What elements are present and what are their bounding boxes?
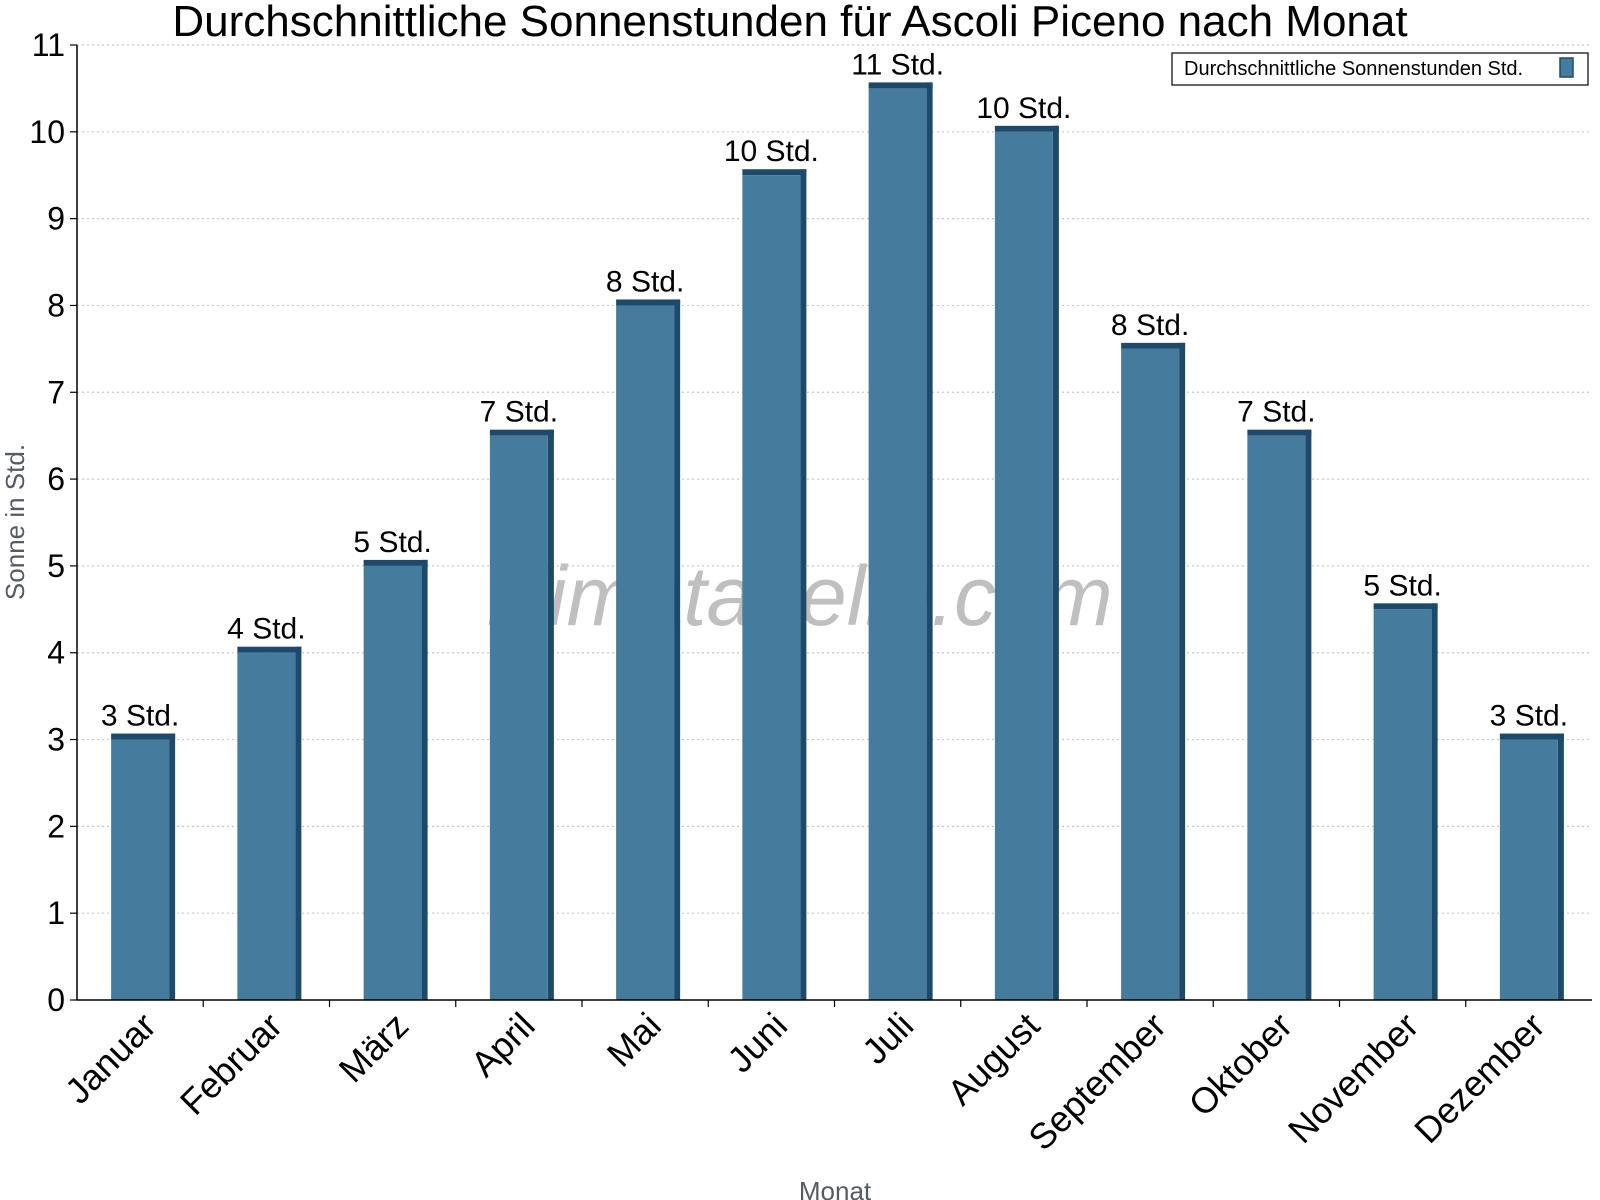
x-tick-label: Dezember — [1406, 1005, 1552, 1151]
data-label: 11 Std. — [851, 48, 944, 81]
y-tick-label: 3 — [47, 722, 65, 758]
bar — [742, 169, 807, 1000]
bar — [1373, 603, 1438, 1000]
data-labels: 3 Std. 4 Std. 5 Std. 7 Std. 8 Std. 10 Std. 11 … — [101, 48, 1568, 732]
y-tick-label: 1 — [47, 895, 65, 931]
x-tick-label: April — [463, 1005, 543, 1085]
data-label: 4 Std. — [227, 613, 305, 646]
data-label: 10 Std. — [724, 135, 819, 168]
bar — [868, 82, 933, 1001]
x-tick-label: September — [1020, 1005, 1174, 1159]
data-label: 3 Std. — [1490, 700, 1568, 733]
bar-face — [868, 88, 927, 1001]
bar-side — [547, 429, 554, 1000]
data-label: 10 Std. — [976, 92, 1071, 125]
bar — [111, 733, 176, 1000]
bar-top — [994, 125, 1059, 132]
bar — [1247, 429, 1312, 1000]
legend-swatch — [1559, 57, 1574, 78]
bar — [616, 299, 681, 1000]
bar-side — [1431, 603, 1438, 1000]
y-tick-label: 5 — [47, 548, 65, 584]
bar-side — [169, 733, 176, 1000]
bar-top — [1121, 342, 1186, 349]
bar-top — [1499, 733, 1564, 740]
bar-side — [674, 299, 681, 1000]
bar-side — [421, 559, 428, 1000]
gridlines — [77, 44, 1592, 914]
bar — [1121, 342, 1186, 1000]
bar-face — [237, 652, 296, 1000]
bar — [994, 125, 1059, 1001]
y-tick-label: 10 — [29, 114, 65, 150]
y-tick-label: 9 — [47, 201, 65, 237]
data-label: 8 Std. — [606, 265, 684, 298]
bar-side — [1052, 125, 1059, 1001]
bar-top — [616, 299, 681, 306]
bar — [489, 429, 554, 1000]
data-label: 5 Std. — [353, 526, 431, 559]
bar-side — [1305, 429, 1312, 1000]
x-tick-label: Februar — [172, 1005, 290, 1123]
bar-top — [111, 733, 176, 740]
x-tick-label: Januar — [57, 1005, 164, 1112]
data-label: 3 Std. — [101, 700, 179, 733]
x-axis-ticks: Januar Februar März April Mai Juni Juli AugustS… — [57, 1000, 1553, 1158]
bar-face — [616, 305, 675, 1000]
bar-top — [489, 429, 554, 436]
chart-title: Durchschnittliche Sonnenstunden für Asco… — [172, 0, 1407, 46]
x-tick-label: März — [331, 1005, 417, 1091]
bar-face — [111, 739, 170, 1000]
bar-face — [742, 175, 801, 1000]
bar-top — [1247, 429, 1312, 436]
bar-side — [295, 646, 302, 1000]
y-tick-label: 7 — [47, 374, 65, 410]
x-tick-label: November — [1280, 1005, 1426, 1151]
bar-side — [926, 82, 933, 1001]
bars — [111, 82, 1564, 1001]
bar — [1499, 733, 1564, 1000]
y-tick-label: 4 — [47, 635, 65, 671]
legend-box — [1171, 52, 1589, 86]
y-tick-label: 8 — [47, 287, 65, 323]
y-tick-label: 0 — [47, 982, 65, 1018]
legend: Durchschnittliche Sonnenstunden Std. — [1171, 52, 1589, 86]
bar-top — [868, 82, 933, 89]
legend-label: Durchschnittliche Sonnenstunden Std. — [1184, 58, 1523, 80]
bar-top — [1373, 603, 1438, 610]
data-label: 5 Std. — [1363, 569, 1441, 602]
data-label: 7 Std. — [480, 396, 558, 429]
bar-face — [363, 565, 422, 1000]
bar-side — [1557, 733, 1564, 1000]
y-tick-label: 2 — [47, 808, 65, 844]
bar-face — [489, 435, 548, 1000]
bar-face — [1373, 609, 1432, 1000]
x-tick-label: Mai — [599, 1005, 669, 1075]
x-tick-label: Oktober — [1180, 1005, 1300, 1125]
bar-top — [742, 169, 807, 176]
x-tick-label: August — [939, 1005, 1047, 1113]
bar-top — [363, 559, 428, 566]
bar-face — [1499, 739, 1558, 1000]
data-label: 7 Std. — [1237, 396, 1315, 429]
bar-side — [800, 169, 807, 1000]
x-tick-label: Juli — [854, 1005, 921, 1072]
bar — [363, 559, 428, 1000]
x-tick-label: Juni — [719, 1005, 795, 1081]
bar-face — [1121, 348, 1180, 1000]
bar-top — [237, 646, 302, 653]
y-tick-label: 11 — [32, 27, 65, 63]
x-axis-title: Monat — [799, 1176, 872, 1200]
bar-side — [1179, 342, 1186, 1000]
data-label: 8 Std. — [1111, 309, 1189, 342]
y-axis-ticks: 0 1 2 3 4 5 6 7 8 9 10 11 — [29, 27, 77, 1018]
y-tick-label: 6 — [47, 461, 65, 497]
bar-face — [994, 131, 1053, 1000]
bar-face — [1247, 435, 1306, 1000]
bar — [237, 646, 302, 1000]
y-axis-title: Sonne in Std. — [0, 444, 30, 600]
